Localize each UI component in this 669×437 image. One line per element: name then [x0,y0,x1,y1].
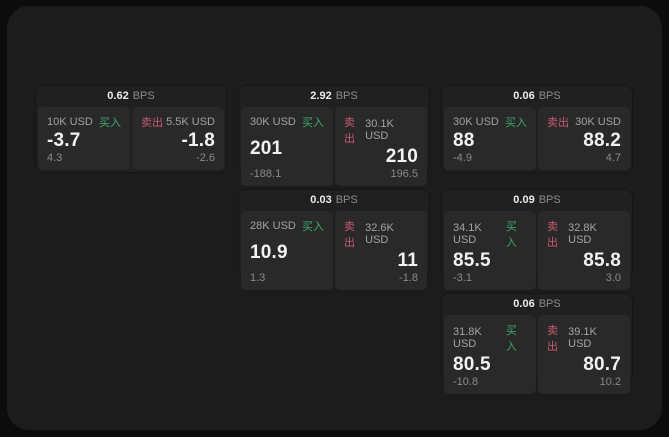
buy-quote-tile[interactable]: 34.1K USD 买入 85.5 -3.1 [444,211,536,290]
buy-notional: 10K USD [47,116,93,128]
quote-body: 31.8K USD 买入 80.5 -10.8 卖出 39.1K USD 80.… [444,315,630,394]
quote-card: 0.06 BPS 31.8K USD 买入 80.5 -10.8 卖 [442,294,632,394]
buy-price: 85.5 [453,250,491,271]
bps-unit: BPS [335,90,358,102]
bps-header: 0.06 BPS [444,294,630,315]
sell-quote-tile[interactable]: 卖出 5.5K USD -1.8 -2.6 [132,107,224,170]
buy-sub-value: 4.3 [47,152,63,164]
sell-side-label: 卖出 [344,221,355,249]
quote-body: 34.1K USD 买入 85.5 -3.1 卖出 32.8K USD 85.8… [444,211,630,290]
quote-card: 0.09 BPS 34.1K USD 买入 85.5 -3.1 卖出 [442,190,632,290]
buy-sub-value: -10.8 [453,376,479,388]
sell-quote-tile[interactable]: 卖出 32.6K USD 11 -1.8 [335,211,427,290]
sell-sub-value: 196.5 [390,168,418,180]
bps-unit: BPS [538,194,561,206]
bps-unit: BPS [132,90,155,102]
buy-sub-value: 1.3 [250,272,266,284]
sell-notional: 30.1K USD [365,118,394,142]
sell-sub-value: -2.6 [196,152,215,164]
buy-notional: 34.1K USD [453,222,482,246]
buy-side-label: 买入 [505,325,517,353]
sell-sub-value: -1.8 [399,272,418,284]
buy-side-label: 买入 [302,221,324,233]
sell-notional: 32.8K USD [568,222,597,246]
buy-sub-value: -188.1 [250,168,282,180]
buy-notional: 28K USD [250,220,296,232]
sell-notional: 32.6K USD [365,222,394,246]
buy-price: -3.7 [47,130,81,151]
sell-quote-tile[interactable]: 卖出 32.8K USD 85.8 3.0 [538,211,630,290]
bps-header: 0.03 BPS [241,190,427,211]
sell-price: -1.8 [181,130,215,151]
sell-side-label: 卖出 [547,221,558,249]
buy-side-label: 买入 [505,117,527,129]
buy-notional: 31.8K USD [453,326,482,350]
sell-sub-value: 4.7 [605,152,621,164]
quote-body: 28K USD 买入 10.9 1.3 卖出 32.6K USD 11 -1.8 [241,211,427,290]
sell-quote-tile[interactable]: 卖出 30K USD 88.2 4.7 [538,107,630,170]
buy-price: 201 [250,138,283,159]
bps-value: 2.92 [310,90,332,102]
sell-price: 11 [397,250,418,271]
buy-quote-tile[interactable]: 10K USD 买入 -3.7 4.3 [38,107,130,170]
bps-value: 0.06 [513,298,535,310]
bps-unit: BPS [538,298,561,310]
sell-side-label: 卖出 [141,117,163,129]
sell-quote-tile[interactable]: 卖出 39.1K USD 80.7 10.2 [538,315,630,394]
buy-quote-tile[interactable]: 30K USD 买入 88 -4.9 [444,107,536,170]
quote-card: 2.92 BPS 30K USD 买入 201 -188.1 卖出 [239,86,429,186]
buy-price: 88 [453,130,475,151]
bps-unit: BPS [335,194,358,206]
buy-quote-tile[interactable]: 30K USD 买入 201 -188.1 [241,107,333,186]
sell-side-label: 卖出 [547,325,558,353]
buy-side-label: 买入 [302,117,324,129]
sell-notional: 30K USD [575,116,621,128]
sell-notional: 39.1K USD [568,326,597,350]
bps-value: 0.09 [513,194,535,206]
quote-body: 30K USD 买入 88 -4.9 卖出 30K USD 88.2 4.7 [444,107,630,170]
bps-header: 0.09 BPS [444,190,630,211]
buy-sub-value: -4.9 [453,152,472,164]
buy-side-label: 买入 [99,117,121,129]
sell-side-label: 卖出 [344,117,355,145]
buy-price: 10.9 [250,242,288,263]
sell-price: 88.2 [583,130,621,151]
bps-header: 0.06 BPS [444,86,630,107]
buy-side-label: 买入 [505,221,517,249]
sell-side-label: 卖出 [547,117,569,129]
sell-sub-value: 10.2 [599,376,621,388]
quote-card: 0.62 BPS 10K USD 买入 -3.7 4.3 卖出 [36,86,226,172]
sell-price: 210 [385,146,418,167]
bps-value: 0.03 [310,194,332,206]
buy-quote-tile[interactable]: 31.8K USD 买入 80.5 -10.8 [444,315,536,394]
quote-card: 0.06 BPS 30K USD 买入 88 -4.9 卖出 [442,86,632,172]
sell-sub-value: 3.0 [605,272,621,284]
quote-body: 10K USD 买入 -3.7 4.3 卖出 5.5K USD -1.8 -2.… [38,107,224,170]
sell-price: 85.8 [583,250,621,271]
sell-quote-tile[interactable]: 卖出 30.1K USD 210 196.5 [335,107,427,186]
main-panel: 0.62 BPS 10K USD 买入 -3.7 4.3 卖出 [7,6,662,430]
quotes-grid: 0.62 BPS 10K USD 买入 -3.7 4.3 卖出 [36,86,632,394]
quote-body: 30K USD 买入 201 -188.1 卖出 30.1K USD 210 1… [241,107,427,186]
bps-value: 0.06 [513,90,535,102]
sell-notional: 5.5K USD [166,116,215,128]
buy-notional: 30K USD [250,116,296,128]
bps-unit: BPS [538,90,561,102]
buy-sub-value: -3.1 [453,272,472,284]
bps-header: 2.92 BPS [241,86,427,107]
sell-price: 80.7 [583,354,621,375]
buy-quote-tile[interactable]: 28K USD 买入 10.9 1.3 [241,211,333,290]
buy-notional: 30K USD [453,116,499,128]
quote-card: 0.03 BPS 28K USD 买入 10.9 1.3 卖出 [239,190,429,290]
buy-price: 80.5 [453,354,491,375]
bps-value: 0.62 [107,90,129,102]
bps-header: 0.62 BPS [38,86,224,107]
